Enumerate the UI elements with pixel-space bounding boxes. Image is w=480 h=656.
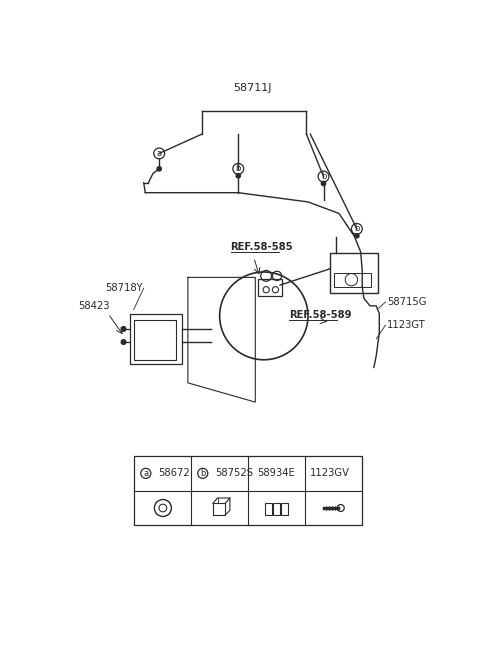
Text: b: b — [354, 224, 360, 234]
Text: b: b — [200, 469, 205, 478]
Bar — [134, 456, 362, 525]
Circle shape — [321, 181, 325, 186]
Bar — [330, 253, 378, 293]
Text: 58718Y: 58718Y — [105, 283, 143, 293]
Text: REF.58-589: REF.58-589 — [288, 310, 351, 319]
Text: 58715G: 58715G — [387, 297, 427, 307]
Circle shape — [157, 167, 161, 171]
Circle shape — [121, 327, 126, 331]
Text: b: b — [236, 164, 241, 173]
Text: b: b — [321, 172, 326, 181]
Text: 1123GT: 1123GT — [387, 320, 426, 330]
Text: 1123GV: 1123GV — [310, 468, 350, 478]
Text: 58752S: 58752S — [216, 468, 253, 478]
Bar — [258, 279, 282, 296]
Text: 58711J: 58711J — [233, 83, 272, 92]
Bar — [265, 502, 272, 515]
Bar — [133, 319, 176, 359]
Bar — [281, 502, 288, 515]
Bar — [334, 273, 371, 287]
Text: a: a — [156, 149, 162, 158]
Circle shape — [236, 174, 240, 178]
Text: 58934E: 58934E — [257, 468, 295, 478]
Text: 58672: 58672 — [158, 468, 190, 478]
Text: 58423: 58423 — [79, 301, 110, 311]
Text: REF.58-585: REF.58-585 — [230, 242, 293, 252]
Text: a: a — [143, 469, 148, 478]
Bar — [130, 314, 182, 363]
Circle shape — [121, 340, 126, 344]
Bar — [273, 502, 280, 515]
Circle shape — [355, 234, 359, 238]
